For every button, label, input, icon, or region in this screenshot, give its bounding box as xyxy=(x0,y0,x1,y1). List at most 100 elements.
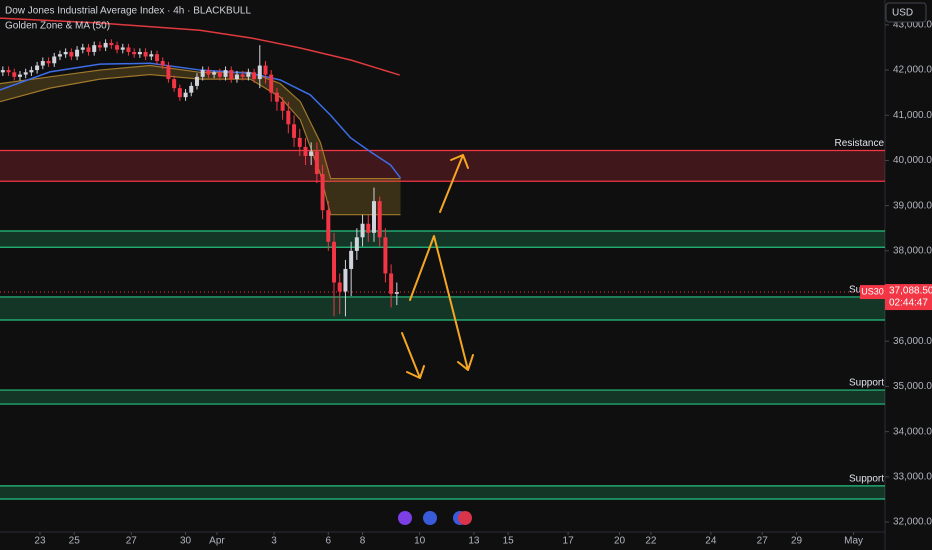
candle-body xyxy=(40,61,45,66)
candle-body xyxy=(292,124,297,138)
x-tick-label: 15 xyxy=(503,536,515,547)
zone-label: Resistance xyxy=(835,138,885,149)
candle-body xyxy=(29,70,34,73)
y-tick-label: 38,000.00 xyxy=(893,245,932,256)
candle-body xyxy=(103,42,108,48)
candle-body xyxy=(12,72,17,77)
y-tick-label: 32,000.00 xyxy=(893,517,932,528)
layers: 32,000.00 33,000.00 34,000.00 35,000.00 36,0… xyxy=(0,17,932,547)
x-tick-label: Apr xyxy=(209,536,225,547)
x-tick-label: 30 xyxy=(180,536,192,547)
candle-body xyxy=(332,241,337,283)
x-tick-label: 3 xyxy=(271,536,277,547)
candle-body xyxy=(183,92,188,98)
zone-label: Support xyxy=(849,474,884,485)
symbol: US30 xyxy=(861,286,884,296)
x-tick-label: 27 xyxy=(757,536,769,547)
x-tick-label: 27 xyxy=(126,536,138,547)
zone-label: Support xyxy=(849,378,884,389)
candle-body xyxy=(366,223,371,233)
y-tick-label: 33,000.00 xyxy=(893,471,932,482)
candle-body xyxy=(137,51,142,55)
candle-body xyxy=(6,70,11,73)
candle-body xyxy=(143,51,148,57)
candle-body xyxy=(63,51,68,55)
price: 37,088.50 xyxy=(889,286,932,297)
x-tick-label: 24 xyxy=(705,536,717,547)
y-tick-label: 42,000.00 xyxy=(893,65,932,76)
candle-body xyxy=(394,292,399,294)
candle-body xyxy=(69,51,74,57)
candle-body xyxy=(234,74,239,80)
y-tick-label: 35,000.00 xyxy=(893,381,932,392)
candle-body xyxy=(246,72,251,77)
countdown: 02:44:47 xyxy=(889,298,928,309)
candle-body xyxy=(320,174,325,211)
candle-body xyxy=(354,237,359,251)
arrow-zigzag xyxy=(409,235,474,371)
candle-body xyxy=(371,201,376,233)
currency-box[interactable] xyxy=(885,2,927,23)
arrow-down xyxy=(401,332,425,379)
candle-body xyxy=(132,51,137,55)
candle-body xyxy=(120,47,125,50)
candle-body xyxy=(360,223,365,238)
candle-body xyxy=(97,45,102,48)
x-tick-label: 25 xyxy=(69,536,81,547)
event-icons xyxy=(398,511,472,525)
candle-body xyxy=(377,201,382,238)
candle-body xyxy=(343,268,348,292)
candle-body xyxy=(155,54,160,62)
candle-body xyxy=(115,45,120,50)
arrow-up xyxy=(439,154,469,213)
candle-body xyxy=(303,146,308,156)
y-tick-label: 40,000.00 xyxy=(893,155,932,166)
candle-body xyxy=(389,273,394,294)
candle-body xyxy=(280,101,285,111)
candle-body xyxy=(252,72,257,80)
candle-body xyxy=(217,72,222,77)
y-tick-label: 41,000.00 xyxy=(893,110,932,121)
symbol-tag xyxy=(860,285,885,300)
candle-body xyxy=(212,72,217,75)
y-tick-label: 43,000.00 xyxy=(893,20,932,31)
x-tick-label: 10 xyxy=(414,536,426,547)
arrows xyxy=(401,154,474,379)
y-tick-label: 39,000.00 xyxy=(893,200,932,211)
candle-body xyxy=(52,56,57,64)
candle-body xyxy=(172,79,177,89)
candle-body xyxy=(349,250,354,269)
x-tick-label: 20 xyxy=(614,536,626,547)
candle-body xyxy=(35,65,40,71)
candle-body xyxy=(286,110,291,125)
zone xyxy=(0,485,885,500)
candle-body xyxy=(80,47,85,50)
moving-average xyxy=(0,17,400,76)
candle-body xyxy=(194,76,199,86)
candle-body xyxy=(23,72,28,75)
candle-body xyxy=(46,61,51,64)
x-tick-label: 23 xyxy=(34,536,46,547)
candle-body xyxy=(166,65,171,80)
candle-body xyxy=(337,282,342,292)
candle-body xyxy=(314,151,319,175)
candle-body xyxy=(57,54,62,57)
x-tick-label: 6 xyxy=(326,536,332,547)
candle-body xyxy=(229,70,234,80)
candle-body xyxy=(269,74,274,93)
currency[interactable]: USD xyxy=(892,8,913,19)
candle-body xyxy=(274,92,279,102)
candle-body xyxy=(206,70,211,75)
y-tick-label: 34,000.00 xyxy=(893,426,932,437)
title: Dow Jones Industrial Average Index · 4h … xyxy=(5,6,251,17)
candle-body xyxy=(86,47,91,52)
zone xyxy=(0,390,885,405)
candle-body xyxy=(17,74,22,77)
x-tick-label: 13 xyxy=(468,536,480,547)
x-tick-label: 22 xyxy=(645,536,657,547)
moving-average xyxy=(0,62,402,179)
x-tick-label: 29 xyxy=(791,536,803,547)
price-tag xyxy=(885,284,932,311)
candle-body xyxy=(200,70,205,77)
candle-body xyxy=(263,65,268,75)
